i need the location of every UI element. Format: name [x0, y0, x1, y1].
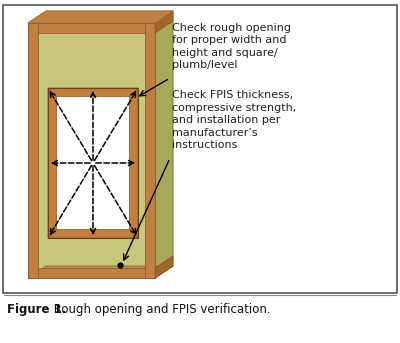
- Polygon shape: [48, 88, 138, 97]
- Polygon shape: [155, 11, 173, 33]
- Text: Figure 1.: Figure 1.: [7, 303, 66, 316]
- Polygon shape: [48, 229, 138, 238]
- Polygon shape: [57, 97, 129, 229]
- Polygon shape: [28, 266, 173, 278]
- Polygon shape: [28, 23, 38, 278]
- Text: Rough opening and FPIS verification.: Rough opening and FPIS verification.: [50, 303, 271, 316]
- Polygon shape: [129, 88, 138, 238]
- Bar: [3, 5, 397, 293]
- Polygon shape: [28, 11, 173, 23]
- Polygon shape: [28, 11, 173, 23]
- Polygon shape: [28, 23, 155, 278]
- Polygon shape: [28, 268, 155, 278]
- Polygon shape: [145, 23, 155, 278]
- Text: Check FPIS thickness,
compressive strength,
and installation per
manufacturer’s
: Check FPIS thickness, compressive streng…: [172, 91, 296, 150]
- Polygon shape: [28, 23, 155, 33]
- Polygon shape: [155, 11, 173, 278]
- Text: Check rough opening
for proper width and
height and square/
plumb/level: Check rough opening for proper width and…: [172, 23, 291, 70]
- Polygon shape: [155, 256, 173, 278]
- Polygon shape: [48, 88, 57, 238]
